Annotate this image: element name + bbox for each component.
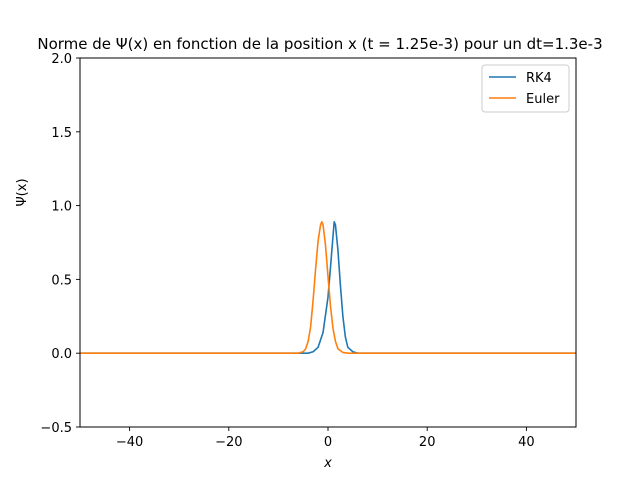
x-tick-label: −40: [116, 435, 143, 450]
y-axis-label: Ψ(x): [15, 178, 30, 206]
series-line-rk4: [80, 221, 576, 355]
y-axis: −0.5 0.0 0.5 1.0 1.5 2.0: [40, 52, 80, 436]
legend: RK4 Euler: [481, 64, 570, 113]
chart-title: Norme de Ψ(x) en fonction de la position…: [37, 35, 602, 53]
plot-frame: [79, 57, 577, 428]
x-tick-label: 40: [518, 435, 535, 450]
x-tick-label: 0: [324, 435, 332, 450]
series-line-euler: [80, 221, 576, 355]
y-tick-label: 1.0: [51, 200, 72, 215]
y-tick-label: 0.0: [51, 347, 72, 362]
y-tick-label: 1.5: [51, 126, 72, 141]
x-axis: −40 −20 0 20 40: [116, 427, 535, 450]
y-tick-label: 0.5: [51, 273, 72, 288]
legend-label-euler: Euler: [526, 92, 560, 107]
x-axis-label: x: [323, 456, 332, 471]
legend-label-rk4: RK4: [526, 71, 552, 86]
y-tick-label: 2.0: [51, 52, 72, 67]
x-tick-label: 20: [419, 435, 436, 450]
series-layer: [80, 221, 576, 355]
x-tick-label: −20: [215, 435, 242, 450]
y-tick-label: −0.5: [40, 421, 72, 436]
